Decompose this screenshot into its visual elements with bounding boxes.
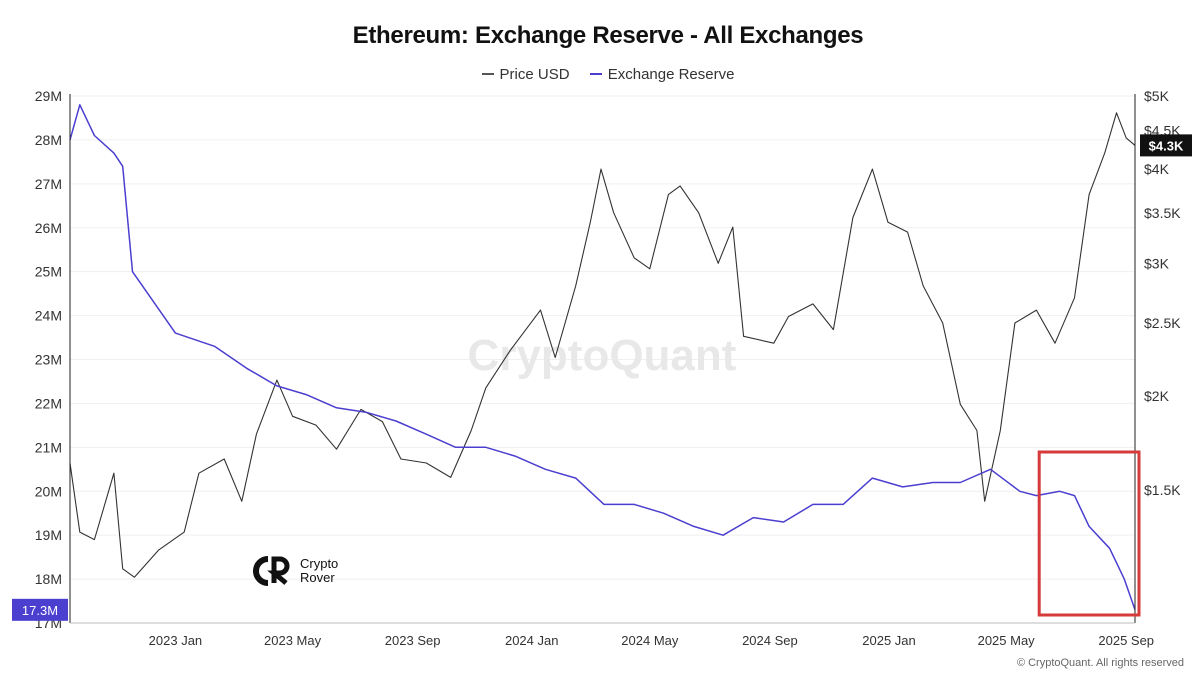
brand-line-2: Rover [300,570,335,585]
legend-label-price: Price USD [499,65,570,83]
x-tick-label: 2025 May [978,633,1036,648]
current-reserve-label: 17.3M [22,603,58,618]
right-tick-label: $3K [1144,255,1170,271]
left-tick-label: 18M [35,571,62,587]
watermark: CryptoQuant [468,331,737,380]
x-tick-label: 2023 Jan [149,633,203,648]
left-tick-label: 26M [35,220,62,236]
right-tick-label: $1.5K [1144,482,1181,498]
x-tick-label: 2024 Sep [742,633,798,648]
right-tick-label: $4K [1144,161,1170,177]
brand-line-1: Crypto [300,556,339,571]
legend-item-price[interactable]: Price USD [481,65,570,83]
x-tick-label: 2025 Jan [862,633,916,648]
left-tick-label: 28M [35,132,62,148]
left-tick-label: 22M [35,395,62,411]
left-tick-label: 20M [35,483,62,499]
legend-item-reserve[interactable]: Exchange Reserve [589,65,735,83]
legend-swatch-price [481,73,494,75]
left-tick-label: 21M [35,439,62,455]
footer-copyright: © CryptoQuant. All rights reserved [1016,657,1184,669]
left-tick-label: 25M [35,264,62,280]
right-tick-label: $3.5K [1144,205,1181,221]
exchange-reserve-line [69,104,1136,611]
right-tick-label: $2.5K [1144,315,1181,331]
x-tick-label: 2024 Jan [505,633,559,648]
left-tick-label: 27M [35,176,62,192]
right-tick-label: $5K [1144,88,1170,104]
left-tick-label: 29M [35,88,62,104]
legend-swatch-reserve [589,73,602,75]
current-price-label: $4.3K [1149,138,1184,153]
x-tick-label: 2025 Sep [1098,633,1154,648]
crypto-rover-logo-icon [253,556,290,586]
left-tick-label: 19M [35,527,62,543]
right-tick-label: $2K [1144,388,1170,404]
legend: Price USD Exchange Reserve [0,62,1200,83]
current-price-badge [1140,134,1192,157]
price-usd-line [69,112,1136,578]
current-reserve-badge [12,598,68,621]
left-tick-label: 24M [35,308,62,324]
left-tick-label: 23M [35,352,62,368]
x-tick-label: 2024 May [621,633,679,648]
chart-title: Ethereum: Exchange Reserve - All Exchang… [352,22,864,49]
legend-label-reserve: Exchange Reserve [607,65,735,83]
brand-logo: Crypto Rover [252,555,338,587]
highlight-box [1037,450,1141,617]
x-tick-label: 2023 May [264,633,322,648]
x-tick-label: 2023 Sep [385,633,441,648]
